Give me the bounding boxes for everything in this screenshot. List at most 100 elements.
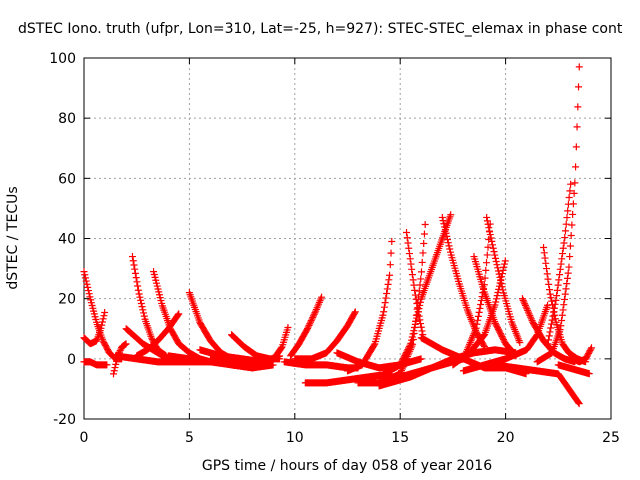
- y-tick-label: 80: [58, 111, 76, 127]
- arc-series: [554, 361, 593, 378]
- data-point-marker: [494, 324, 502, 332]
- data-point-marker: [403, 347, 411, 355]
- data-point-marker: [175, 310, 183, 318]
- data-point-marker: [138, 303, 146, 311]
- data-point-marker: [556, 326, 564, 334]
- data-point-marker: [524, 308, 532, 316]
- data-point-marker: [136, 293, 144, 301]
- data-point-marker: [81, 274, 89, 282]
- data-point-marker: [481, 274, 489, 282]
- data-point-marker: [497, 330, 505, 338]
- data-point-marker: [351, 309, 359, 317]
- data-point-marker: [477, 297, 485, 305]
- data-point-marker: [411, 320, 419, 328]
- x-tick-label: 15: [391, 430, 409, 446]
- data-point-marker: [492, 321, 500, 329]
- data-point-marker: [412, 317, 420, 325]
- data-point-marker: [575, 63, 583, 71]
- data-point-marker: [497, 280, 505, 288]
- data-point-marker: [404, 239, 412, 247]
- data-point-marker: [522, 303, 530, 311]
- data-point-marker: [103, 361, 111, 369]
- data-point-marker: [549, 312, 557, 320]
- data-point-marker: [403, 234, 411, 242]
- data-point-marker: [98, 318, 106, 326]
- data-point-marker: [405, 250, 413, 258]
- data-point-marker: [130, 261, 138, 269]
- data-point-marker: [383, 290, 391, 298]
- data-point-marker: [416, 316, 424, 324]
- data-point-marker: [409, 276, 417, 284]
- data-point-marker: [480, 343, 488, 351]
- data-point-marker: [444, 239, 452, 247]
- data-point-marker: [410, 281, 418, 289]
- data-point-marker: [558, 255, 566, 263]
- data-point-marker: [131, 269, 139, 277]
- data-point-marker: [402, 348, 410, 356]
- data-point-marker: [588, 344, 596, 352]
- data-point-marker: [550, 308, 558, 316]
- data-point-marker: [84, 287, 92, 295]
- data-point-marker: [562, 220, 570, 228]
- data-point-marker: [446, 245, 454, 253]
- data-point-marker: [388, 238, 396, 246]
- data-point-marker: [548, 316, 556, 324]
- data-point-marker: [491, 254, 499, 262]
- data-point-marker: [416, 281, 424, 289]
- data-point-marker: [81, 271, 89, 279]
- data-point-marker: [405, 343, 413, 351]
- data-point-marker: [561, 295, 569, 303]
- data-point-marker: [441, 223, 449, 231]
- data-point-marker: [569, 210, 577, 218]
- data-point-marker: [560, 239, 568, 247]
- data-point-marker: [304, 323, 312, 331]
- data-point-marker: [556, 265, 564, 273]
- data-point-marker: [413, 311, 421, 319]
- data-point-marker: [309, 313, 317, 321]
- arc-series: [291, 308, 359, 363]
- y-tick-label: 60: [58, 171, 76, 187]
- data-point-marker: [284, 323, 292, 331]
- data-point-marker: [575, 400, 583, 408]
- data-point-marker: [496, 273, 504, 281]
- data-point-marker: [499, 266, 507, 274]
- data-point-marker: [499, 334, 507, 342]
- data-point-marker: [544, 275, 552, 283]
- data-point-marker: [551, 311, 559, 319]
- data-point-marker: [491, 251, 499, 259]
- data-point-marker: [318, 293, 326, 301]
- data-point-marker: [139, 306, 147, 314]
- data-point-marker: [417, 268, 425, 276]
- data-point-marker: [521, 301, 529, 309]
- data-point-marker: [516, 338, 524, 346]
- data-point-marker: [442, 229, 450, 237]
- data-point-marker: [474, 316, 482, 324]
- data-point-marker: [409, 330, 417, 338]
- x-tick-label: 5: [185, 430, 194, 446]
- data-point-marker: [380, 308, 388, 316]
- data-point-marker: [561, 227, 569, 235]
- data-point-marker: [82, 277, 90, 285]
- data-point-marker: [564, 269, 572, 277]
- data-point-marker: [307, 317, 315, 325]
- data-point-marker: [408, 333, 416, 341]
- data-point-marker: [385, 276, 393, 284]
- data-point-marker: [420, 239, 428, 247]
- data-point-marker: [399, 354, 407, 362]
- arc-series: [396, 220, 494, 381]
- data-point-marker: [548, 297, 556, 305]
- data-point-marker: [83, 280, 91, 288]
- data-point-marker: [380, 303, 388, 311]
- data-point-marker: [383, 285, 391, 293]
- data-point-marker: [483, 259, 491, 267]
- data-point-marker: [551, 300, 559, 308]
- y-axis-label: dSTEC / TECUs: [5, 186, 21, 289]
- arc-series: [287, 293, 326, 360]
- data-point-marker: [386, 261, 394, 269]
- data-point-marker: [493, 322, 501, 330]
- data-point-marker: [526, 312, 534, 320]
- data-point-marker: [493, 292, 501, 300]
- arc-series: [375, 211, 455, 381]
- data-point-marker: [561, 234, 569, 242]
